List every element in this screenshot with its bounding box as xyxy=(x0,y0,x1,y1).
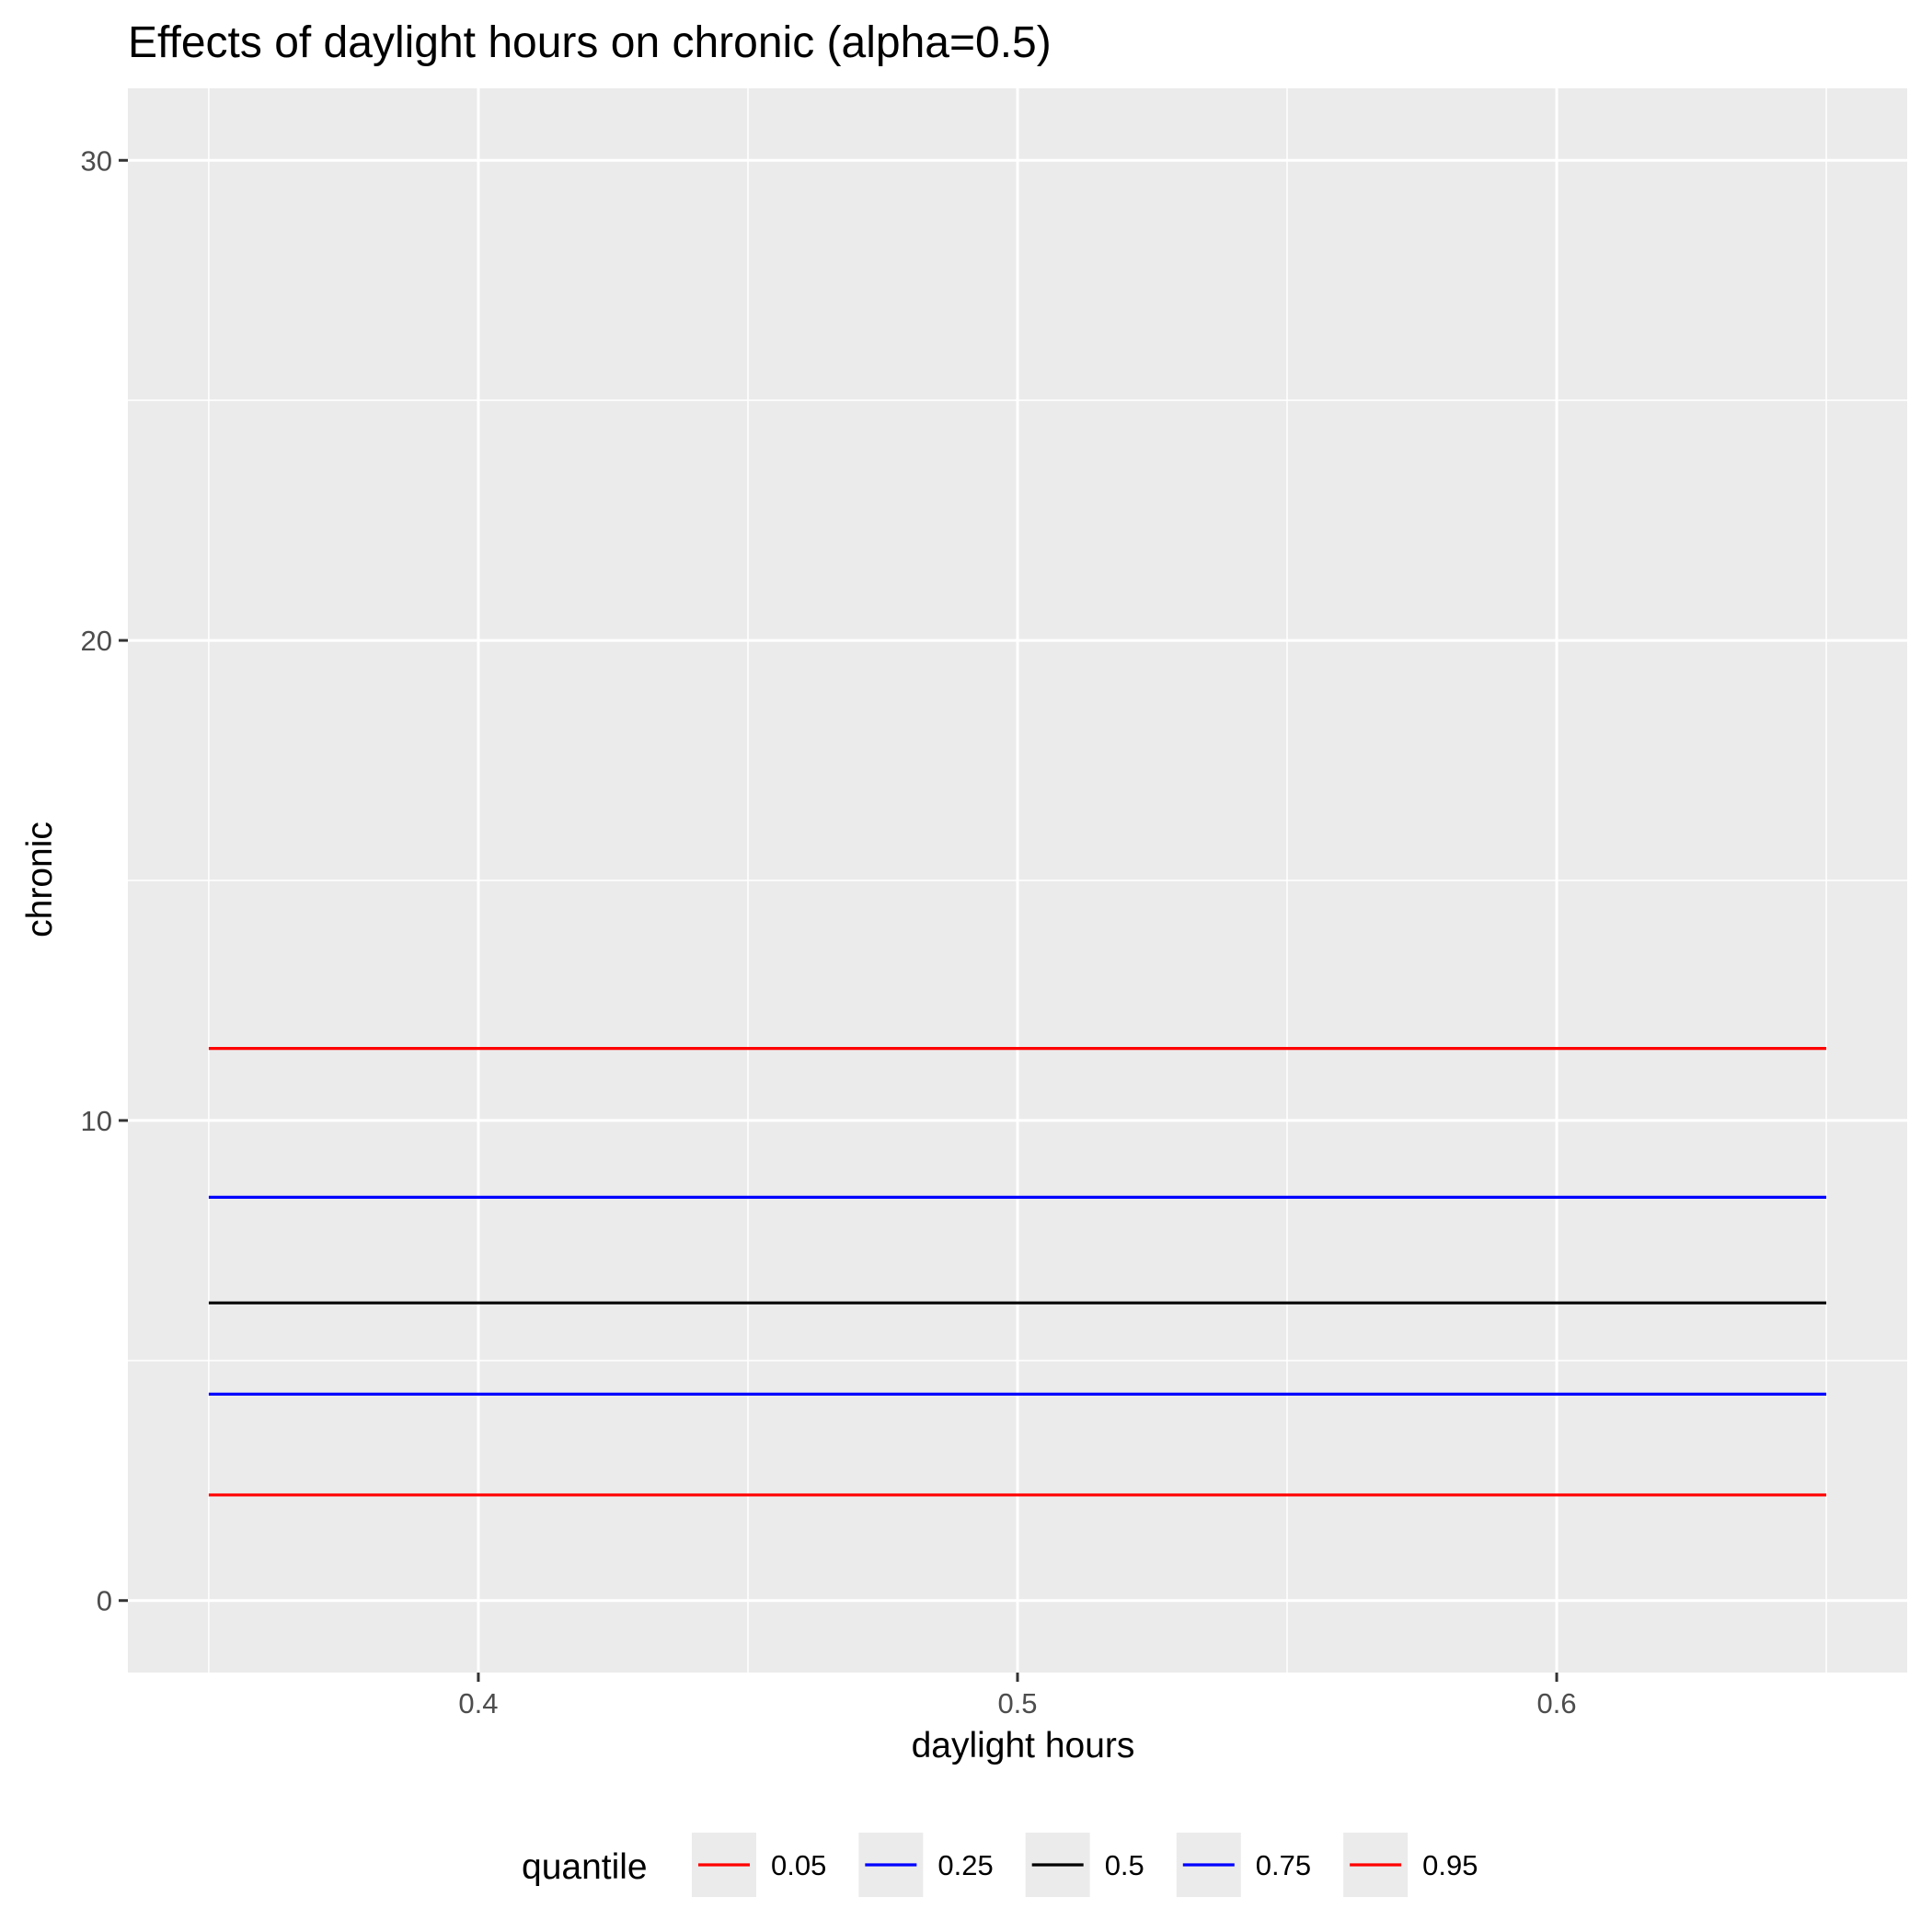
legend: quantile 0.05 0.25 0.5 0.75 0.95 xyxy=(522,1833,1478,1897)
y-axis: 0 10 20 30 xyxy=(81,144,128,1617)
y-tick-label: 10 xyxy=(81,1105,112,1137)
legend-item-0.25: 0.25 xyxy=(858,1833,994,1897)
x-tick-label: 0.5 xyxy=(997,1687,1037,1719)
chart-title: Effects of daylight hours on chronic (al… xyxy=(128,18,1052,67)
legend-label: 0.75 xyxy=(1256,1849,1311,1881)
y-tick-label: 20 xyxy=(81,625,112,657)
legend-item-0.5: 0.5 xyxy=(1025,1833,1144,1897)
x-axis: 0.4 0.5 0.6 xyxy=(458,1673,1577,1719)
legend-label: 0.05 xyxy=(771,1849,826,1881)
legend-label: 0.25 xyxy=(937,1849,993,1881)
legend-label: 0.95 xyxy=(1422,1849,1478,1881)
legend-title: quantile xyxy=(522,1847,648,1887)
grid-major xyxy=(128,88,1907,1673)
legend-item-0.95: 0.95 xyxy=(1343,1833,1478,1897)
x-axis-title: daylight hours xyxy=(912,1726,1135,1765)
y-tick-label: 0 xyxy=(97,1585,112,1617)
y-axis-title: chronic xyxy=(20,822,60,937)
legend-item-0.75: 0.75 xyxy=(1176,1833,1311,1897)
legend-item-0.05: 0.05 xyxy=(692,1833,826,1897)
series-lines xyxy=(208,1047,1827,1497)
x-tick-label: 0.6 xyxy=(1537,1687,1577,1719)
legend-label: 0.5 xyxy=(1105,1849,1144,1881)
y-tick-label: 30 xyxy=(81,144,112,177)
x-tick-label: 0.4 xyxy=(458,1687,498,1719)
